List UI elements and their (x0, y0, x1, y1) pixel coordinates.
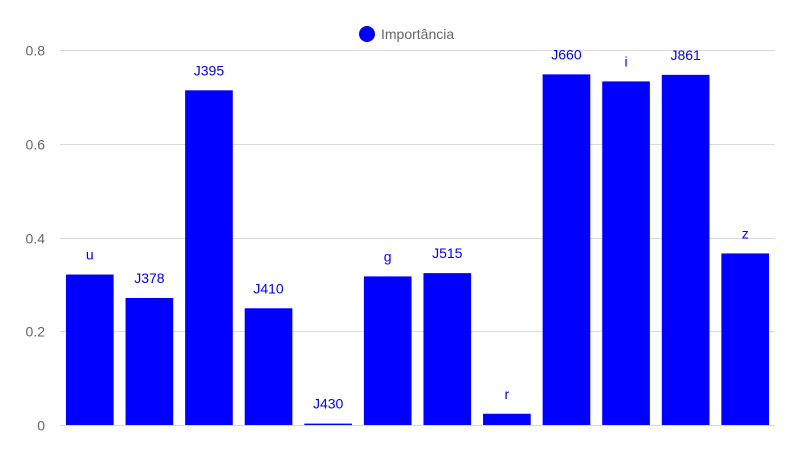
bar-label-j660: J660 (551, 46, 582, 62)
legend-marker (359, 26, 375, 42)
y-tick-label: 0.4 (26, 231, 46, 247)
bar-label-j410: J410 (253, 280, 284, 296)
bar-j395[interactable] (185, 90, 233, 425)
bar-label-i: i (624, 53, 627, 69)
bar-j378[interactable] (125, 297, 174, 425)
y-tick-label: 0 (37, 418, 45, 434)
gridlines (60, 50, 775, 426)
y-axis: 0 0.2 0.4 0.6 0.8 (26, 43, 46, 434)
bar-i[interactable] (602, 81, 650, 425)
bar-label-j861: J861 (670, 47, 701, 63)
bar-label-r: r (505, 386, 510, 402)
bars (65, 74, 770, 425)
bar-z[interactable] (721, 253, 770, 425)
bar-label-j395: J395 (194, 62, 225, 78)
bar-j660[interactable] (542, 74, 591, 425)
y-tick-label: 0.2 (26, 324, 46, 340)
bar-r[interactable] (483, 413, 531, 425)
y-tick-label: 0.6 (26, 137, 46, 153)
legend-label: Importância (381, 26, 454, 42)
bar-label-j430: J430 (313, 396, 344, 412)
bar-label-z: z (742, 225, 749, 241)
bar-label-j515: J515 (432, 245, 463, 261)
bar-j861[interactable] (661, 74, 710, 425)
bar-j515[interactable] (423, 273, 472, 425)
y-tick-label: 0.8 (26, 43, 46, 59)
bar-u[interactable] (65, 274, 114, 425)
bar-label-g: g (384, 248, 392, 264)
legend[interactable]: Importância (359, 26, 454, 42)
bar-label-j378: J378 (134, 270, 165, 286)
bar-j430[interactable] (304, 423, 352, 425)
bar-label-u: u (86, 247, 94, 263)
bar-j410[interactable] (244, 308, 293, 425)
bar-g[interactable] (363, 276, 412, 425)
bar-labels: u J378 J395 J410 J430 g J515 r J660 i J861 z (86, 46, 749, 411)
